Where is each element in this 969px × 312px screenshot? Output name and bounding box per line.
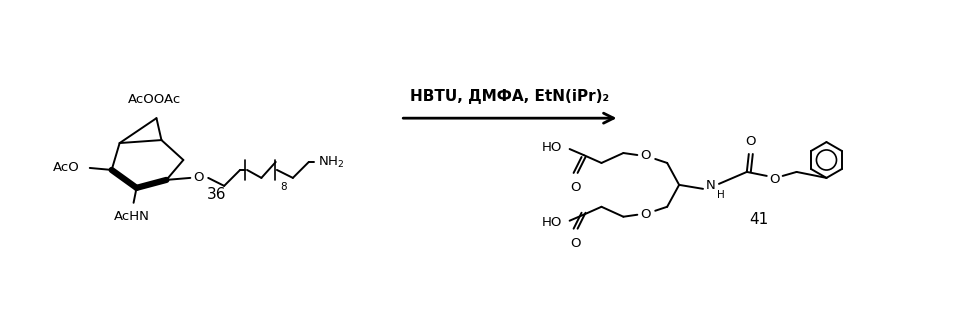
Text: HO: HO — [542, 216, 562, 229]
Text: 8: 8 — [280, 182, 287, 192]
Text: O: O — [641, 149, 650, 162]
Text: AcO: AcO — [53, 161, 79, 174]
Text: O: O — [571, 181, 580, 194]
Text: O: O — [641, 208, 650, 221]
Text: O: O — [571, 236, 580, 250]
Text: N: N — [706, 179, 716, 193]
Text: 36: 36 — [206, 187, 226, 202]
Text: 41: 41 — [749, 212, 768, 227]
Text: HO: HO — [542, 140, 562, 154]
Text: O: O — [769, 173, 780, 186]
Text: H: H — [717, 190, 725, 200]
Text: AcOOAc: AcOOAc — [128, 93, 181, 106]
Text: NH$_2$: NH$_2$ — [319, 154, 345, 169]
Text: O: O — [745, 135, 756, 148]
Text: AcHN: AcHN — [113, 210, 149, 223]
Text: HBTU, ДМФА, EtN(iPr)₂: HBTU, ДМФА, EtN(iPr)₂ — [410, 89, 610, 104]
Text: O: O — [193, 171, 203, 184]
